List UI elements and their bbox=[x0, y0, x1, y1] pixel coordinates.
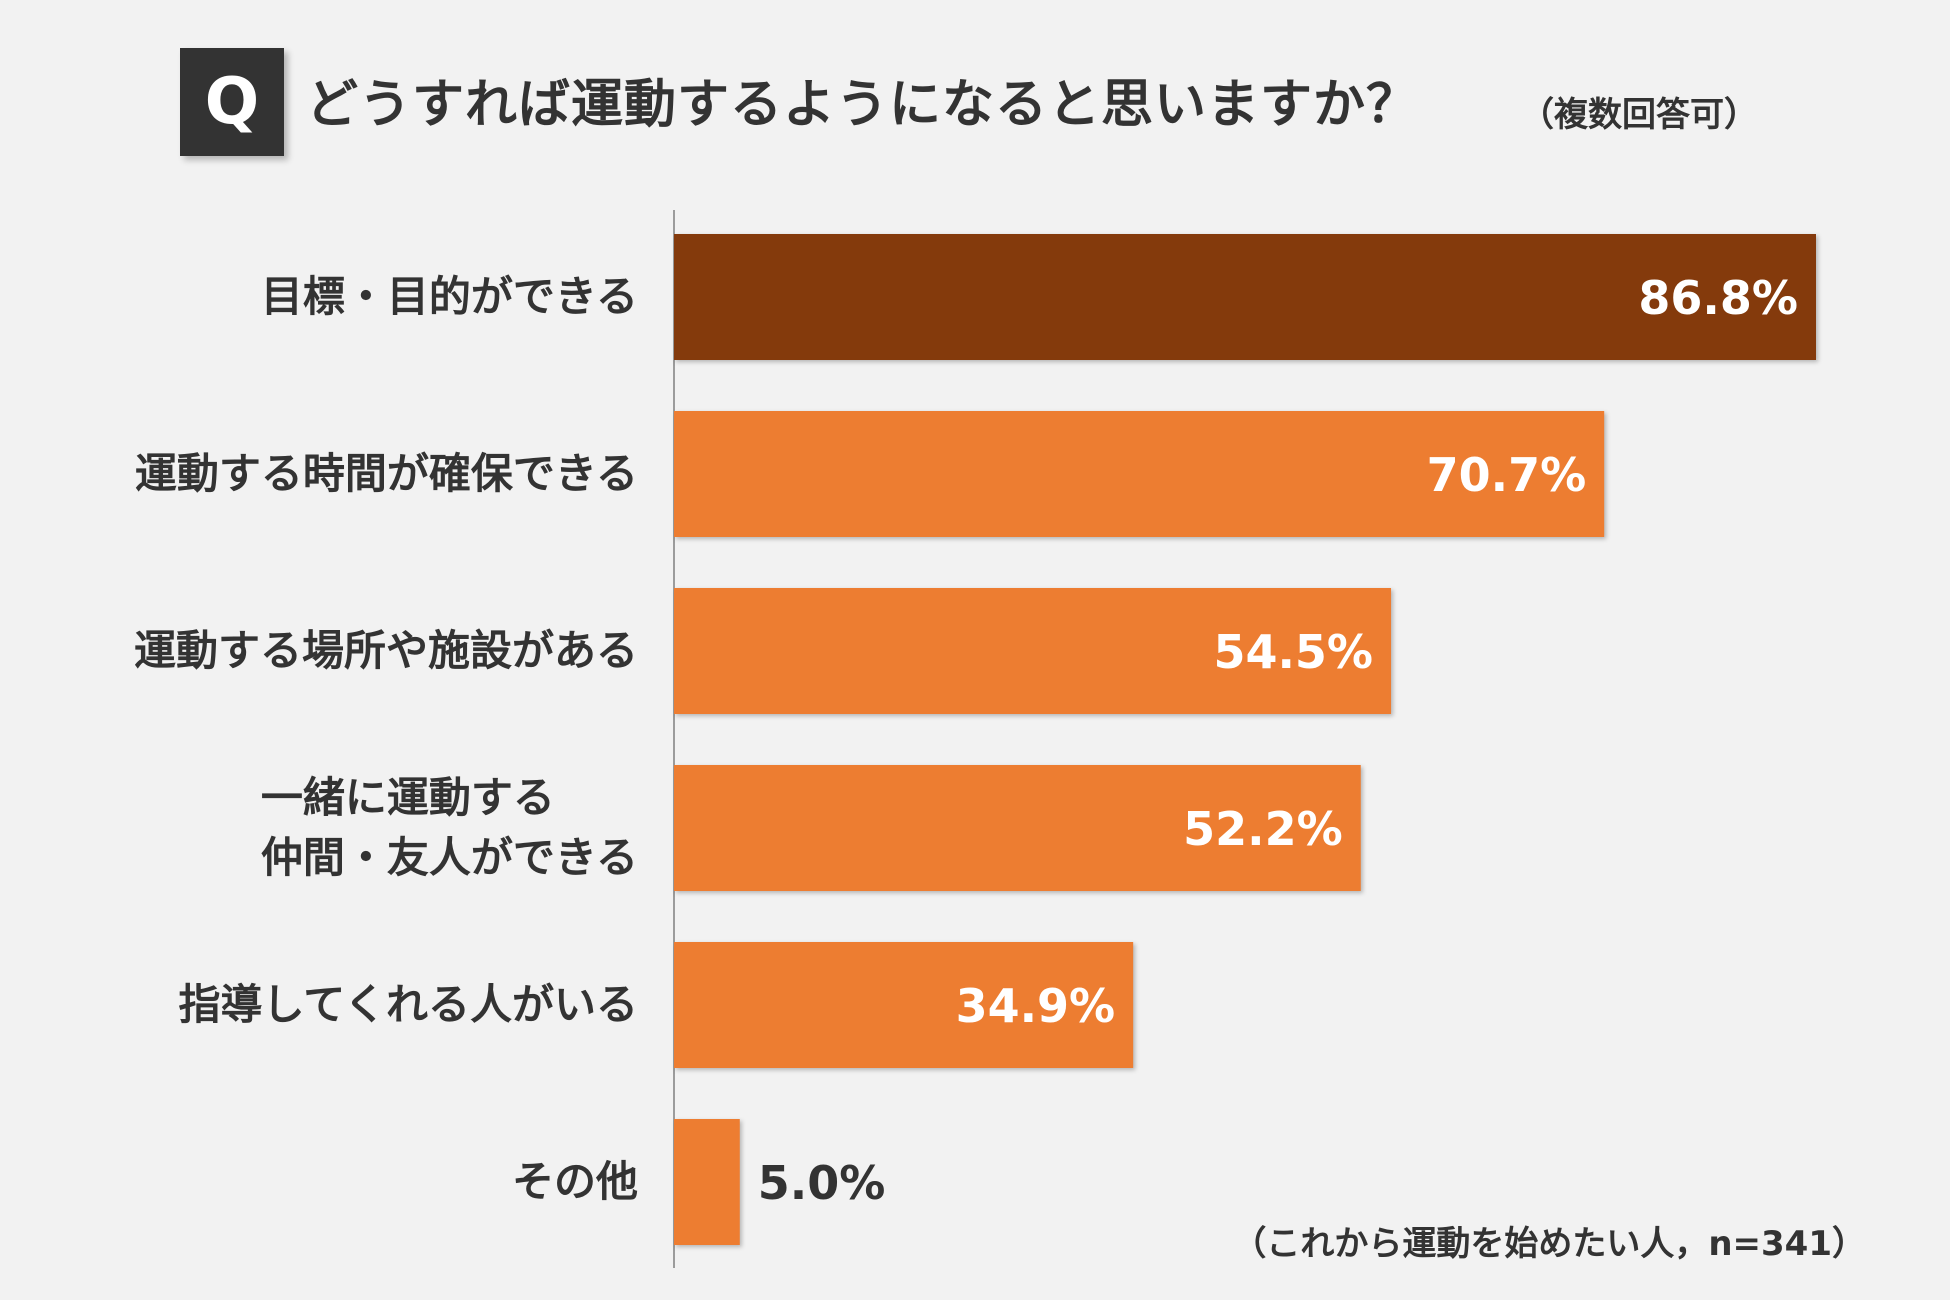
category-label-5: 指導してくれる人がいる bbox=[179, 980, 638, 1029]
value-label-2: 70.7% bbox=[1427, 448, 1587, 502]
category-label-1: 目標・目的ができる bbox=[261, 272, 638, 321]
sample-footnote: （これから運動を始めたい人，n=341） bbox=[1232, 1224, 1866, 1264]
bar-1 bbox=[674, 234, 1816, 360]
category-label-3: 運動する場所や施設がある bbox=[134, 626, 638, 675]
category-label-2: 運動する時間が確保できる bbox=[135, 449, 638, 498]
bar-6 bbox=[674, 1119, 740, 1245]
category-label-6: その他 bbox=[512, 1157, 638, 1206]
category-label-4: 一緒に運動する仲間・友人ができる bbox=[261, 773, 638, 882]
value-label-1: 86.8% bbox=[1638, 271, 1798, 325]
value-label-3: 54.5% bbox=[1213, 625, 1373, 679]
value-label-5: 34.9% bbox=[956, 979, 1116, 1033]
bar-5 bbox=[674, 942, 1134, 1068]
bar-4 bbox=[674, 765, 1361, 891]
bar-2 bbox=[674, 411, 1605, 537]
question-title: どうすれば運動するようになると思いますか？ bbox=[306, 75, 1420, 135]
value-label-4: 52.2% bbox=[1183, 802, 1343, 856]
bar-3 bbox=[674, 588, 1392, 714]
question-badge: Q bbox=[180, 48, 284, 156]
question-note: （複数回答可） bbox=[1520, 95, 1758, 135]
value-label-6: 5.0% bbox=[758, 1156, 886, 1210]
